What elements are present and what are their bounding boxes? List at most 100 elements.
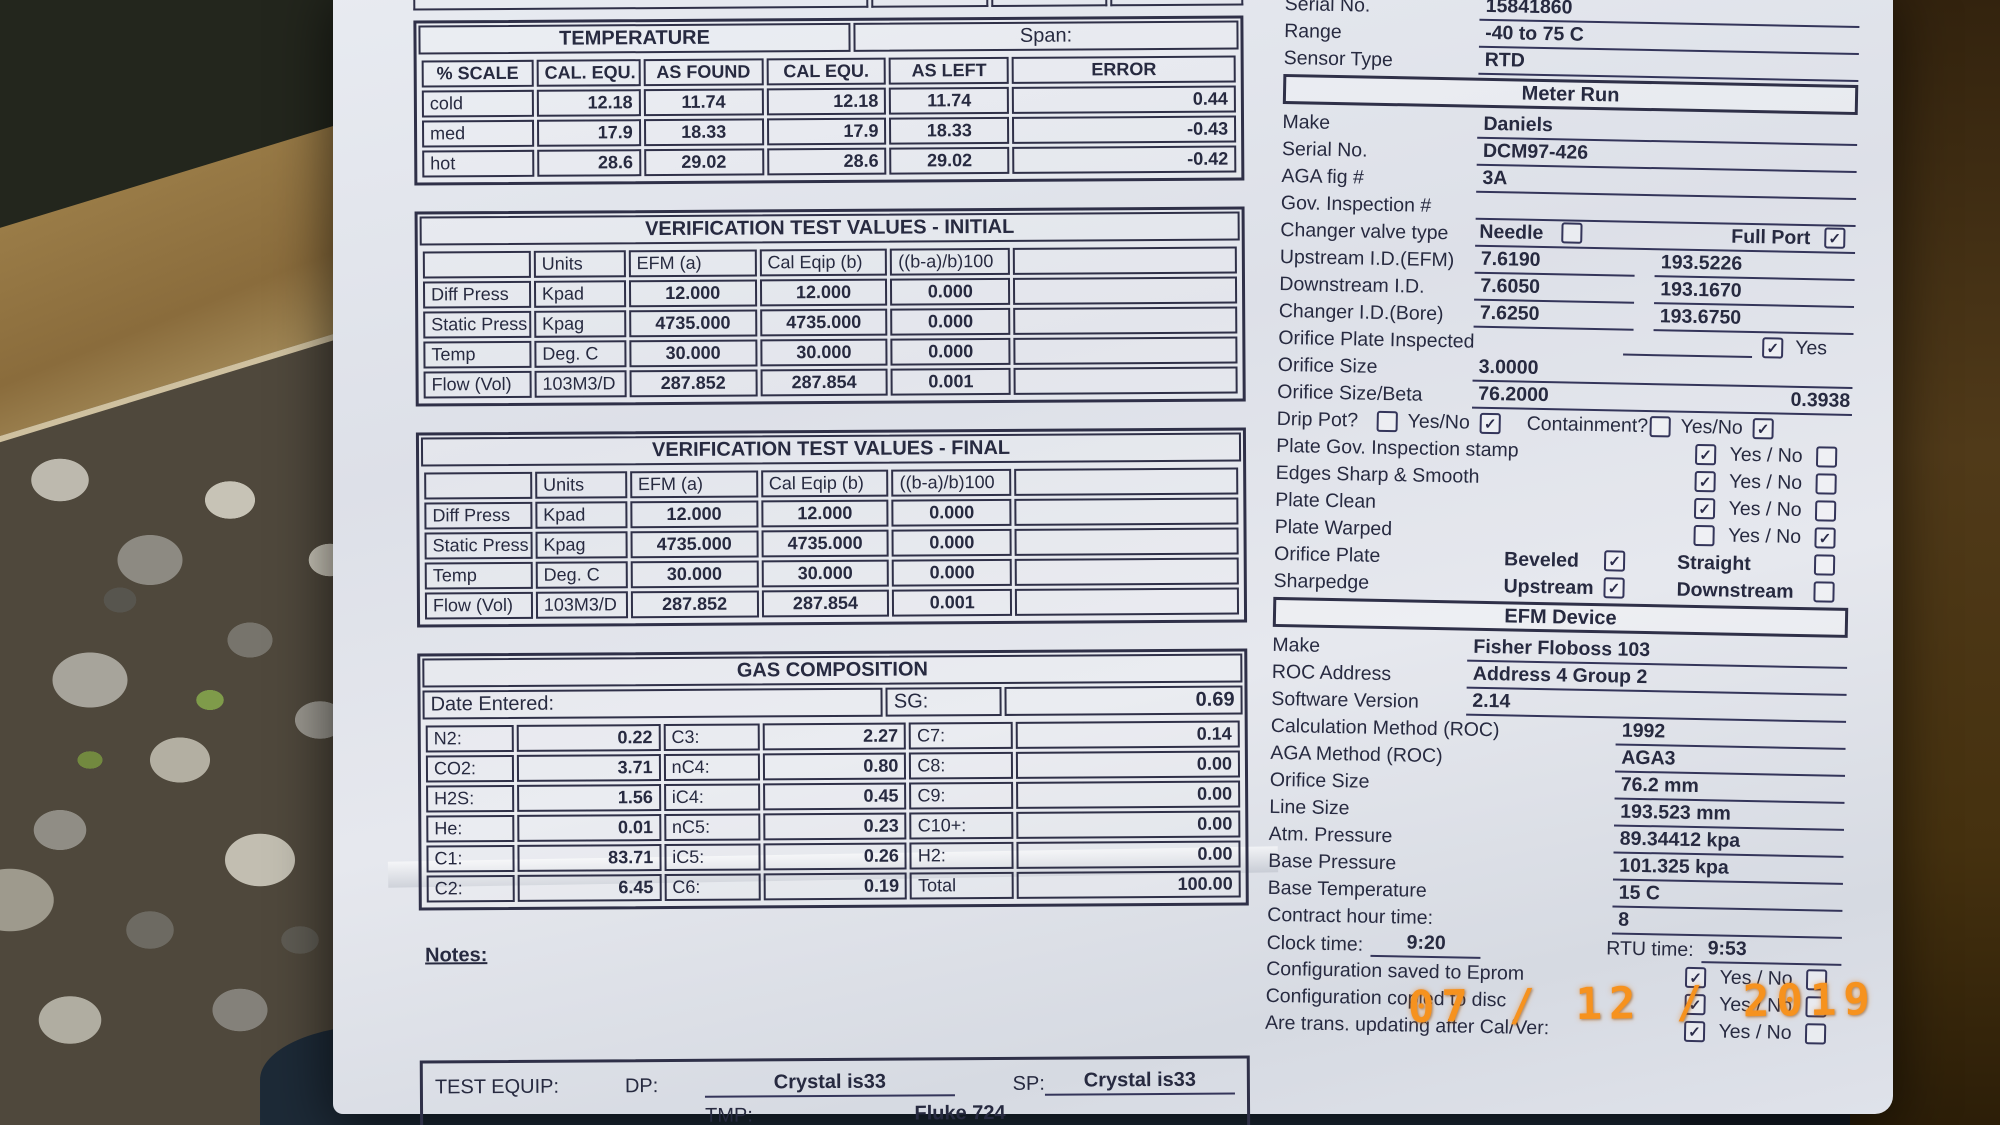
table-cell: nC4: (663, 753, 760, 782)
table-cell: Diff Press (424, 501, 533, 530)
table-cell: Deg. C (535, 561, 628, 589)
orifice-plate-label: Orifice Plate (1273, 542, 1381, 567)
table-row: C2: 6.45 C6: 0.19 Total 100.00 (426, 870, 1241, 903)
table-cell: Units (535, 471, 628, 499)
temperature-table: TEMPERATURE Span: % SCALE CAL. EQU. AS FOU… (413, 15, 1245, 186)
edges-sharp-checkbox-yes: ✓ (1694, 470, 1716, 493)
table-cell: 12.000 (759, 278, 888, 307)
table-cell (422, 250, 531, 279)
table-row: Diff Press Kpad 12.000 12.000 0.000 (424, 497, 1239, 530)
table-cell: Deg. C (534, 340, 627, 368)
table-cell: cold (421, 89, 534, 118)
calc-method-value: 1992 (1615, 719, 1847, 750)
aga-method-value: AGA3 (1615, 746, 1846, 777)
verification-final-table: VERIFICATION TEST VALUES - FINAL Units EF… (415, 427, 1248, 628)
table-row: H2S: 1.56 iC4: 0.45 C9: 0.00 (426, 780, 1241, 813)
table-cell: Units (533, 250, 626, 278)
table-cell: H2: (909, 841, 1014, 870)
rtu-time-value: 9:53 (1701, 937, 1842, 966)
software-version-label: Software Version (1271, 687, 1419, 713)
table-cell: 28.6 (766, 147, 887, 176)
changer-id-label: Changer I.D.(Bore) (1278, 299, 1444, 326)
table-cell: Flow (Vol) (424, 591, 533, 620)
range-label: Range (1284, 19, 1342, 44)
downstream-id-value-mm: 193.1670 (1654, 278, 1855, 308)
table-cell: 287.854 (761, 589, 890, 618)
edges-sharp-yesno-label: Yes / No (1728, 470, 1803, 495)
plate-warped-yesno-label: Yes / No (1727, 524, 1802, 549)
table-cell: 30.000 (630, 560, 759, 589)
table-cell: 287.852 (630, 590, 759, 619)
table-row: cold 12.18 11.74 12.18 11.74 0.44 (421, 85, 1236, 118)
table-cell: % SCALE (421, 59, 534, 88)
atm-pressure-value: 89.34412 kpa (1613, 827, 1844, 858)
table-cell: C1: (426, 844, 515, 873)
table-row: CO2: 3.71 nC4: 0.80 C8: 0.00 (425, 750, 1241, 783)
table-cell: 29.02 (889, 146, 1010, 175)
table-row: N2: 0.22 C3: 2.27 C7: 0.14 (425, 720, 1240, 753)
table-cell: 0.000 (890, 337, 1011, 366)
verification-final-title: VERIFICATION TEST VALUES - FINAL (420, 432, 1242, 467)
table-row: med 17.9 18.33 17.9 18.33 -0.43 (421, 115, 1237, 148)
full-port-checkbox: ✓ (1824, 227, 1846, 249)
table-cell: 103M3/D (534, 370, 627, 398)
trans-updating-checkbox-no (1804, 1023, 1827, 1045)
straight-checkbox (1813, 554, 1836, 576)
table-cell: 4735.000 (761, 529, 890, 558)
plate-inspected-blank-line (1623, 335, 1753, 359)
table-cell (1013, 276, 1238, 305)
table-cell: 30.000 (629, 339, 758, 368)
verification-initial-table: VERIFICATION TEST VALUES - INITIAL Units… (414, 206, 1246, 407)
table-row: Static Press Kpag 4735.000 4735.000 0.000 (423, 306, 1238, 339)
table-cell: AS FOUND (643, 58, 764, 87)
sharpedge-label: Sharpedge (1273, 569, 1370, 594)
table-cell (1015, 587, 1240, 616)
drip-pot-label: Drip Pot? (1276, 407, 1359, 432)
table-cell: 11.74 (643, 88, 764, 117)
table-cell: Kpag (534, 310, 627, 338)
table-cell: Kpad (535, 501, 628, 529)
table-cell (1014, 557, 1239, 586)
orifice-size-mm-value: 76.2000 (1478, 382, 1549, 407)
sp-label: SP: (1012, 1072, 1045, 1095)
sg-label: SG: (885, 686, 1002, 717)
table-cell: 0.19 (763, 872, 908, 901)
table-row: Temp Deg. C 30.000 30.000 0.000 (424, 557, 1239, 590)
changer-valve-label: Changer valve type (1280, 218, 1449, 245)
roc-address-label: ROC Address (1271, 660, 1392, 686)
table-cell: C6: (664, 873, 761, 902)
table-cell: 18.33 (643, 118, 764, 147)
notes-section: Notes: (425, 939, 1250, 1036)
table-row: Units EFM (a) Cal Eqip (b) ((b-a)/b)100 (424, 467, 1239, 500)
table-cell: 18.33 (889, 116, 1010, 145)
upstream-id-label: Upstream I.D.(EFM) (1279, 245, 1455, 272)
plate-warped-checkbox-no: ✓ (1814, 527, 1836, 549)
clock-time-label: Clock time: (1266, 931, 1364, 956)
table-row: Diff Press Kpad 12.000 12.000 0.000 (422, 276, 1238, 309)
table-cell: 0.80 (762, 752, 907, 781)
table-cell: 12.18 (536, 89, 641, 117)
efm-orifice-size-value: 76.2 mm (1614, 773, 1845, 804)
straight-label: Straight (1676, 551, 1751, 576)
table-cell: 287.852 (629, 369, 758, 398)
table-cell: med (421, 119, 535, 148)
table-cell: CO2: (425, 754, 514, 783)
table-cell (1014, 467, 1239, 496)
containment-yesno-label: Yes/No (1680, 415, 1743, 439)
table-cell: 3.71 (516, 754, 661, 782)
efm-make-label: Make (1272, 633, 1321, 657)
table-cell: nC5: (663, 813, 760, 842)
table-cell: 12.000 (630, 500, 759, 529)
plate-clean-yesno-label: Yes / No (1728, 497, 1802, 522)
upstream-checkbox: ✓ (1603, 577, 1625, 599)
table-cell: 83.71 (517, 844, 662, 872)
table-row: % SCALE CAL. EQU. AS FOUND CAL EQU. AS LEFT E… (421, 55, 1236, 88)
table-cell: ((b-a)/b)100 (891, 468, 1012, 497)
plate-clean-checkbox-no (1814, 500, 1837, 522)
table-cell: C9: (909, 781, 1014, 810)
table-row: Static Press Kpag 4735.000 4735.000 0.000 (424, 527, 1239, 560)
table-cell: 0.00 (1016, 810, 1241, 839)
test-equip-box: TEST EQUIP: DP: Crystal is33 SP: Crystal… (419, 1055, 1251, 1125)
table-cell: 0.00 (1016, 750, 1241, 779)
